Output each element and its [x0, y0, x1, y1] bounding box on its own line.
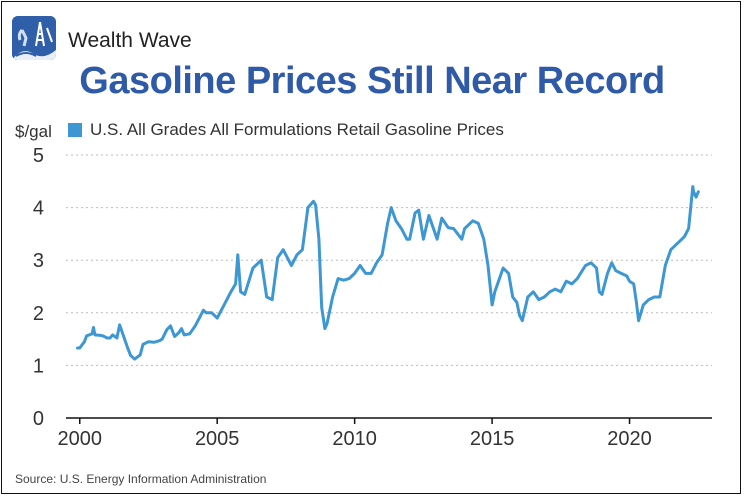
y-tick-label: 4: [33, 198, 44, 220]
oil-derrick-icon: [12, 16, 56, 60]
y-tick-label: 2: [33, 303, 44, 325]
x-tick-label: 2000: [57, 428, 102, 450]
x-tick-label: 2010: [332, 428, 377, 450]
x-tick-label: 2020: [607, 428, 652, 450]
legend: U.S. All Grades All Formulations Retail …: [68, 120, 504, 140]
x-tick-label: 2005: [195, 428, 240, 450]
series-line: [76, 185, 700, 361]
source-note: Source: U.S. Energy Information Administ…: [15, 472, 267, 486]
brand-name: Wealth Wave: [68, 29, 192, 52]
y-tick-label: 3: [33, 250, 44, 272]
y-tick-label: 1: [33, 355, 44, 377]
chart-title: Gasoline Prices Still Near Record: [79, 60, 665, 102]
legend-label: U.S. All Grades All Formulations Retail …: [90, 120, 504, 139]
y-tick-label: 5: [33, 145, 44, 167]
y-tick-label: 0: [33, 408, 44, 430]
x-tick-label: 2015: [470, 428, 515, 450]
legend-swatch: [68, 123, 82, 137]
y-axis-label: $/gal: [15, 122, 52, 141]
